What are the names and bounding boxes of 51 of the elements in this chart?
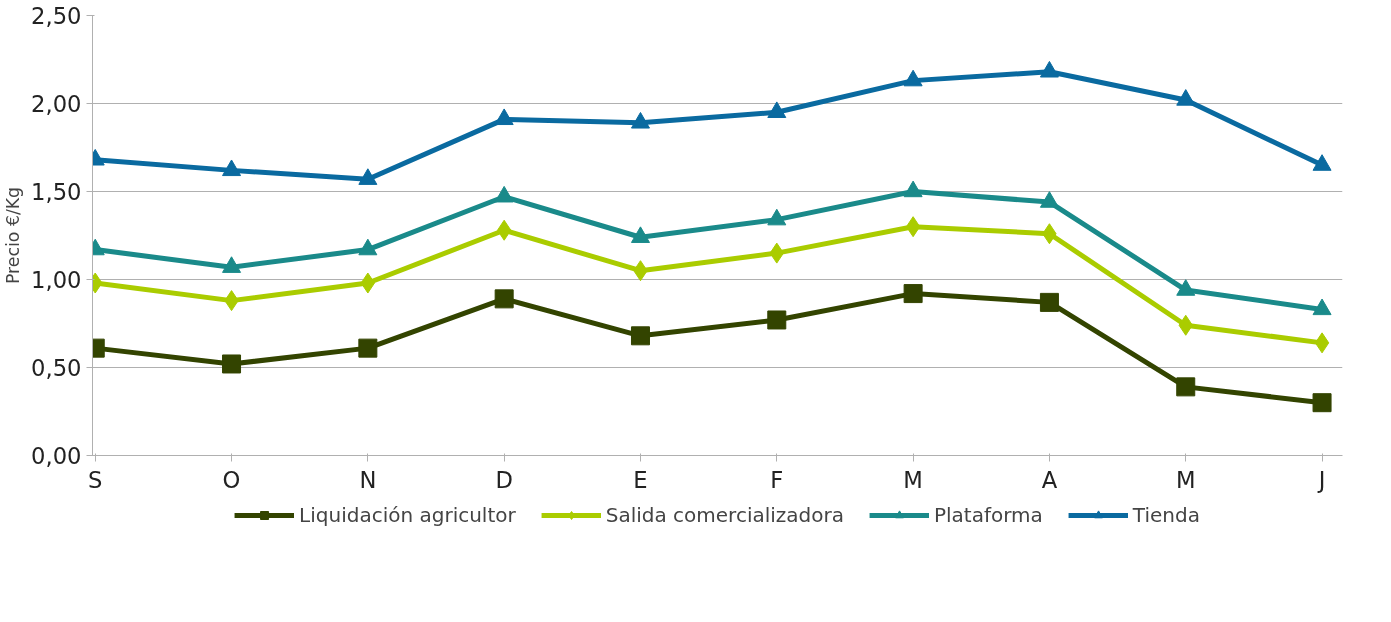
y-tick-label: 0,00 bbox=[31, 443, 82, 469]
x-tick-label: A bbox=[1041, 466, 1058, 493]
legend-label: Plataforma bbox=[933, 503, 1043, 527]
point bbox=[1176, 89, 1196, 106]
point bbox=[1314, 332, 1330, 354]
point bbox=[494, 108, 514, 126]
x-tick-label: D bbox=[495, 466, 513, 493]
point bbox=[767, 101, 787, 118]
point bbox=[767, 310, 787, 330]
legend-label: Salida comercializadora bbox=[605, 503, 844, 527]
point bbox=[1039, 60, 1059, 78]
point bbox=[358, 338, 378, 358]
y-tick-label: 2,00 bbox=[31, 91, 82, 117]
point bbox=[1312, 393, 1332, 413]
point bbox=[1039, 292, 1059, 312]
point bbox=[903, 180, 923, 198]
legend-label: Liquidación agricultor bbox=[299, 503, 516, 527]
point bbox=[358, 168, 378, 185]
x-tick-label: F bbox=[770, 466, 784, 493]
y-tick-label: 2,50 bbox=[31, 3, 82, 29]
point bbox=[1312, 298, 1332, 316]
point bbox=[360, 272, 376, 294]
x-tick-label: M bbox=[1175, 466, 1196, 493]
point bbox=[1312, 154, 1332, 171]
point bbox=[1039, 191, 1059, 208]
point bbox=[1176, 377, 1196, 397]
point bbox=[630, 326, 650, 346]
point bbox=[494, 289, 514, 309]
point bbox=[630, 226, 650, 243]
x-tick-label: J bbox=[1316, 466, 1326, 493]
legend-label: Tienda bbox=[1132, 503, 1200, 527]
y-tick-label: 1,50 bbox=[31, 179, 82, 205]
x-tick-label: M bbox=[903, 466, 923, 493]
point bbox=[222, 354, 242, 374]
point bbox=[903, 69, 923, 87]
y-tick-label: 1,00 bbox=[31, 267, 82, 293]
x-tick-label: E bbox=[633, 466, 648, 493]
y-axis-title: Precio €/Kg bbox=[3, 186, 24, 285]
point bbox=[494, 185, 514, 203]
y-tick-label: 0,50 bbox=[31, 355, 82, 381]
point bbox=[222, 256, 242, 273]
x-tick-label: N bbox=[359, 466, 377, 493]
point bbox=[903, 284, 923, 304]
point bbox=[905, 216, 921, 238]
point bbox=[767, 208, 787, 226]
x-tick-label: S bbox=[88, 466, 103, 493]
point bbox=[630, 111, 650, 129]
point bbox=[358, 238, 378, 256]
x-tick-label: O bbox=[222, 466, 241, 493]
point bbox=[1176, 279, 1196, 296]
point bbox=[222, 159, 242, 177]
